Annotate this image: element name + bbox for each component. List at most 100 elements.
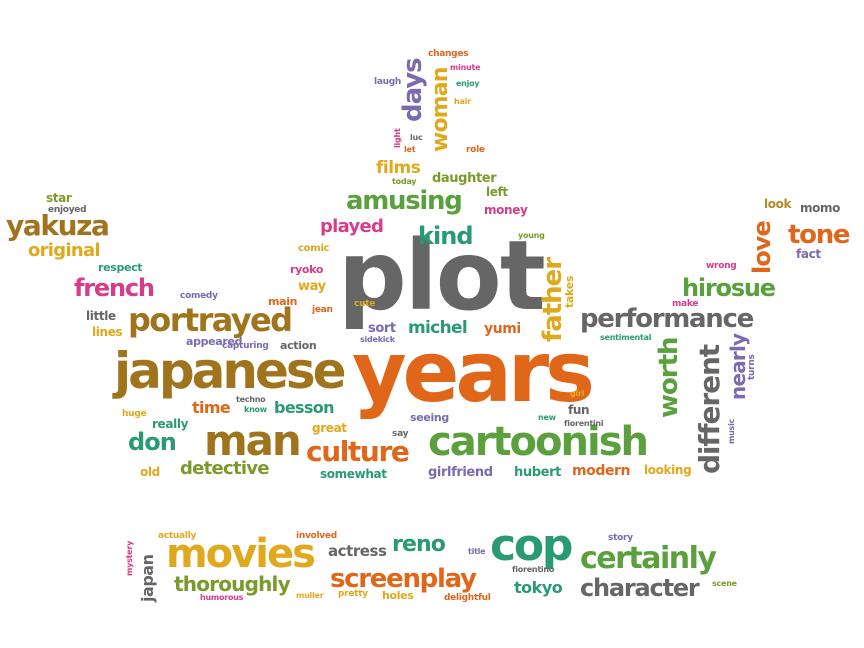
word-reno: reno — [392, 532, 446, 557]
word-new: new — [538, 413, 556, 422]
word-say: say — [392, 429, 409, 439]
word-japan: japan — [138, 554, 157, 602]
word-played: played — [320, 216, 384, 237]
word-japanese: japanese — [114, 342, 347, 400]
word-seeing: seeing — [410, 411, 449, 424]
word-sort: sort — [368, 321, 396, 336]
word-enjoy: enjoy — [456, 79, 480, 88]
word-yakuza: yakuza — [6, 209, 110, 242]
word-takes: takes — [563, 275, 576, 308]
word-sidekick: sidekick — [360, 335, 395, 344]
word-different: different — [693, 344, 726, 474]
word-light: light — [393, 128, 402, 148]
word-woman: woman — [428, 67, 453, 152]
word-money: money — [484, 203, 528, 217]
word-wrong: wrong — [706, 261, 737, 271]
word-french: french — [74, 274, 155, 302]
word-luc: luc — [410, 133, 423, 142]
word-minute: minute — [450, 63, 481, 72]
word-actress: actress — [328, 542, 387, 560]
word-techno: techno — [236, 395, 266, 404]
word-cartoonish: cartoonish — [428, 419, 649, 465]
word-make: make — [672, 299, 699, 309]
word-hirosue: hirosue — [682, 274, 776, 302]
word-somewhat: somewhat — [320, 467, 387, 481]
word-way: way — [298, 279, 326, 294]
word-yumi: yumi — [484, 321, 521, 337]
word-man: man — [204, 416, 302, 465]
word-respect: respect — [98, 261, 143, 274]
word-fun: fun — [568, 403, 590, 417]
word-young: young — [518, 231, 545, 240]
word-appeared: appeared — [186, 335, 243, 348]
word-ryoko: ryoko — [290, 263, 324, 276]
word-fiorentini: fiorentini — [564, 419, 604, 428]
word-capturing: capturing — [222, 341, 269, 351]
word-laugh: laugh — [374, 77, 402, 87]
word-scene: scene — [712, 579, 737, 588]
word-left: left — [486, 185, 508, 199]
word-turns: turns — [747, 354, 757, 380]
word-lines: lines — [92, 325, 123, 339]
word-comic: comic — [298, 243, 330, 254]
word-love: love — [748, 221, 776, 274]
word-today: today — [392, 177, 417, 186]
word-original: original — [28, 240, 101, 261]
word-hair: hair — [454, 97, 471, 106]
word-girl: girl — [570, 389, 585, 398]
word-tokyo: tokyo — [514, 578, 563, 597]
word-huge: huge — [122, 409, 147, 419]
word-know: know — [244, 405, 267, 414]
word-years: years — [352, 323, 595, 421]
word-fact: fact — [796, 247, 821, 261]
word-michel: michel — [408, 318, 468, 338]
word-days: days — [398, 58, 428, 122]
word-music: music — [727, 418, 736, 444]
word-kind: kind — [418, 222, 474, 250]
word-old: old — [140, 465, 160, 479]
word-films: films — [376, 158, 421, 178]
word-action: action — [280, 339, 317, 352]
word-really: really — [152, 417, 189, 431]
word-let: let — [404, 145, 416, 154]
word-pretty: pretty — [338, 589, 368, 599]
word-don: don — [128, 428, 177, 456]
word-actually: actually — [158, 531, 197, 541]
word-holes: holes — [382, 589, 414, 602]
word-changes: changes — [428, 49, 469, 59]
word-worth: worth — [654, 337, 684, 418]
word-plot: plot — [338, 220, 546, 332]
word-tone: tone — [788, 220, 851, 250]
word-jean: jean — [312, 305, 333, 315]
word-culture: culture — [306, 435, 410, 468]
word-amusing: amusing — [346, 186, 463, 216]
word-looking: looking — [644, 463, 692, 477]
word-momo: momo — [800, 201, 841, 215]
word-cop: cop — [490, 520, 573, 571]
word-fiorentino: fiorentino — [512, 565, 555, 574]
word-humorous: humorous — [200, 593, 244, 602]
word-delightful: delightful — [444, 593, 491, 603]
word-main: main — [268, 295, 298, 308]
word-movies: movies — [166, 531, 316, 577]
word-story: story — [608, 533, 633, 543]
word-little: little — [86, 309, 116, 323]
word-title: title — [468, 547, 486, 556]
word-portrayed: portrayed — [128, 301, 293, 339]
word-look: look — [764, 197, 792, 211]
word-daughter: daughter — [432, 171, 497, 186]
word-girlfriend: girlfriend — [428, 465, 493, 480]
word-time: time — [192, 398, 231, 417]
word-enjoyed: enjoyed — [48, 205, 87, 215]
word-hubert: hubert — [514, 465, 561, 480]
word-great: great — [312, 421, 347, 435]
word-cute: cute — [354, 299, 376, 309]
word-sentimental: sentimental — [600, 333, 652, 342]
word-muller: muller — [296, 591, 324, 600]
word-certainly: certainly — [580, 541, 717, 576]
word-role: role — [466, 145, 485, 155]
word-performance: performance — [580, 304, 754, 334]
word-thoroughly: thoroughly — [174, 572, 291, 596]
word-screenplay: screenplay — [330, 564, 477, 594]
